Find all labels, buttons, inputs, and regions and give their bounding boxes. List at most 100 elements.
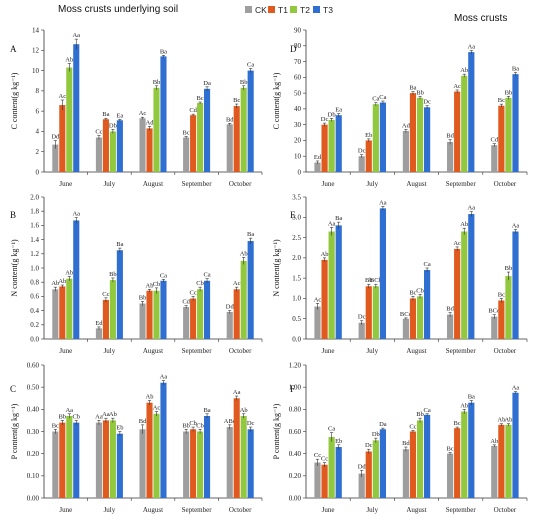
legend-label-t2: T2 xyxy=(300,5,310,15)
chart-b-bar-t1 xyxy=(102,299,109,339)
chart-f-data-label: Dd xyxy=(358,463,367,470)
chart-f-ylabel: P content(g kg⁻¹) xyxy=(272,403,281,459)
chart-a-ytick-label: 2 xyxy=(36,148,40,156)
chart-a-bar-t3 xyxy=(160,56,167,172)
right-heading: Moss crusts xyxy=(454,13,507,24)
chart-a-data-label: Ea xyxy=(116,112,123,119)
chart-f-bar-t1 xyxy=(409,431,417,498)
chart-a-data-label: Bc xyxy=(183,130,190,137)
chart-c-xtick-label: June xyxy=(59,506,72,514)
chart-panel-a: A 0 2 4 6 8 10 12 14 C content(g kg⁻¹) June Dd Ac Ab A… xyxy=(10,26,263,188)
chart-f-data-label: Bc xyxy=(446,446,453,453)
chart-b-xtick-label: August xyxy=(143,347,163,355)
chart-d-ytick-label: 90 xyxy=(294,26,302,34)
chart-f-data-label: Ca xyxy=(423,407,430,414)
chart-e-ytick-label: 1.0 xyxy=(292,295,301,303)
chart-d-ytick-label: 30 xyxy=(294,121,302,129)
chart-b-data-label: Ba xyxy=(116,241,123,248)
chart-d-data-label: Ac xyxy=(453,83,461,90)
chart-c-data-label: Cb xyxy=(72,413,80,420)
chart-f-data-label: Bc xyxy=(454,420,461,427)
chart-c-bar-t3 xyxy=(73,422,80,498)
chart-d-data-label: Ad xyxy=(402,122,411,129)
chart-b-data-label: Ab xyxy=(65,270,73,277)
chart-c-bar-ck xyxy=(183,431,190,498)
chart-a-bar-ck xyxy=(226,124,233,172)
chart-f-bar-t3 xyxy=(512,392,519,498)
chart-a-bar-ck xyxy=(139,118,146,172)
chart-a-xtick-label: September xyxy=(182,180,213,188)
chart-b-ytick-label: 1.4 xyxy=(30,236,39,244)
chart-e-bar-ck xyxy=(358,322,365,339)
chart-e-xtick-label: October xyxy=(494,347,517,355)
chart-a-bar-t3 xyxy=(73,44,80,173)
chart-e-bar-t3 xyxy=(468,214,475,339)
chart-b-data-label: Ab xyxy=(146,282,154,289)
chart-b-ylabel: N content(g kg⁻¹) xyxy=(10,239,19,297)
chart-d-ytick-label: 20 xyxy=(294,137,302,145)
chart-a-bar-ck xyxy=(95,137,102,172)
chart-b-data-label: Ab xyxy=(51,280,59,287)
chart-a-data-label: Ca xyxy=(247,62,254,69)
chart-f-ytick-label: 0.00 xyxy=(289,494,302,502)
chart-f-bar-t1 xyxy=(498,424,505,498)
chart-e-data-label: Aa xyxy=(468,205,476,212)
chart-f-xtick-label: August xyxy=(406,506,426,514)
chart-f-data-label: Cc xyxy=(314,452,321,459)
chart-f-bar-t3 xyxy=(379,429,387,498)
chart-e-bar-t3 xyxy=(379,208,387,339)
chart-e-bar-t2 xyxy=(328,231,335,339)
chart-b-data-label: Ab xyxy=(58,278,66,285)
chart-d-xtick-label: October xyxy=(494,180,517,188)
chart-a-ytick-label: 6 xyxy=(36,107,40,115)
chart-d-data-label: Ed xyxy=(314,154,322,161)
chart-f-data-label: Cc xyxy=(321,456,328,463)
chart-e-data-label: Cb xyxy=(416,287,424,294)
chart-d-data-label: Ab xyxy=(460,67,468,74)
chart-b-ytick-label: 1.8 xyxy=(30,208,39,216)
chart-c-ytick-label: 0.20 xyxy=(27,450,40,458)
chart-b-data-label: Bb xyxy=(109,271,117,278)
chart-e-ytick-label: 3.5 xyxy=(292,193,301,201)
chart-b-bar-t3 xyxy=(204,280,211,339)
chart-d-bar-t3 xyxy=(424,107,431,172)
chart-c-bar-t2 xyxy=(66,415,73,498)
chart-e-data-label: Aa xyxy=(379,199,387,206)
chart-d-ytick-label: 0 xyxy=(298,168,302,176)
chart-d-bar-t1 xyxy=(365,140,372,172)
chart-c-data-label: Bb xyxy=(59,413,67,420)
chart-f-bar-t2 xyxy=(416,420,424,498)
chart-d-bar-t2 xyxy=(328,119,335,172)
chart-d-data-label: Ca xyxy=(379,94,386,101)
chart-d-data-label: Ca xyxy=(372,96,379,103)
chart-d-data-label: Bb xyxy=(505,89,513,96)
chart-c-bar-t1 xyxy=(190,429,197,498)
chart-f-bar-ck xyxy=(314,462,321,498)
chart-e-xtick-label: July xyxy=(366,347,378,355)
chart-b-data-label: Aa xyxy=(72,211,80,218)
chart-f-bar-t1 xyxy=(321,464,328,498)
chart-d-bar-ck xyxy=(402,130,409,172)
chart-c-ytick-label: 0.00 xyxy=(27,494,40,502)
chart-b-bar-t2 xyxy=(66,278,73,339)
chart-d-data-label: Ea xyxy=(335,107,342,114)
chart-a-bar-ck xyxy=(183,137,190,172)
chart-d-data-label: Ba xyxy=(512,66,519,73)
chart-c-bar-t1 xyxy=(233,398,240,498)
legend-label-t3: T3 xyxy=(323,5,333,15)
chart-f-data-label: Da xyxy=(379,421,387,428)
chart-b-data-label: Ca xyxy=(203,272,210,279)
chart-b-bar-t2 xyxy=(109,280,116,339)
chart-d-bar-t2 xyxy=(416,97,424,172)
chart-a-data-label: Bb xyxy=(240,79,248,86)
chart-a-data-label: Cd xyxy=(189,107,197,114)
chart-a-bar-t1 xyxy=(146,128,153,172)
chart-d-data-label: Cd xyxy=(490,137,498,144)
chart-a-data-label: Cc xyxy=(95,128,102,135)
chart-b-data-label: Ed xyxy=(95,320,103,327)
chart-b-letter: B xyxy=(10,210,16,220)
chart-f-data-label: Bb xyxy=(416,411,424,418)
chart-d-data-label: Eb xyxy=(365,132,372,139)
chart-f-bar-t2 xyxy=(372,440,379,498)
